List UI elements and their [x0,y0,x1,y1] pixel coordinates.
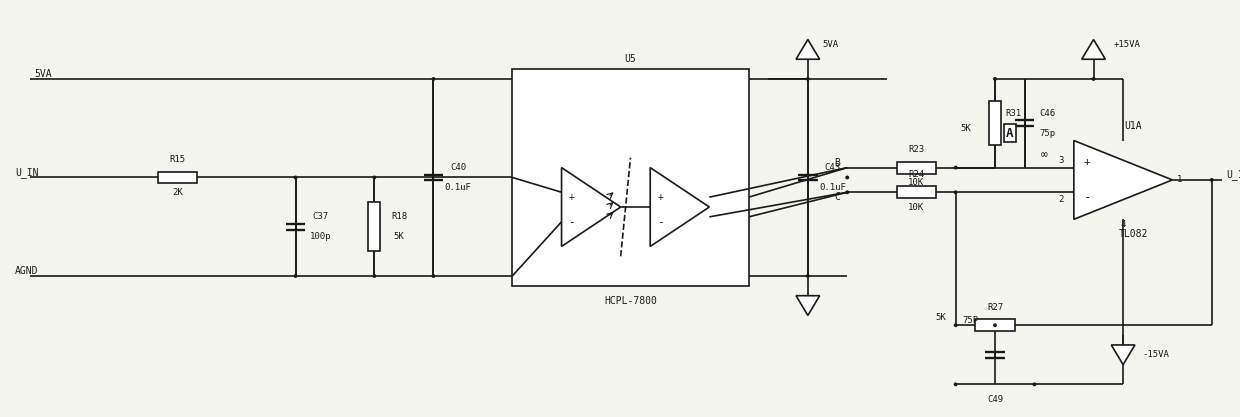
Text: C37: C37 [312,212,329,221]
Text: -15VA: -15VA [1143,350,1169,359]
Circle shape [806,275,808,277]
Circle shape [806,78,808,80]
Text: +: + [1084,157,1090,167]
Text: A: A [1006,127,1013,140]
Circle shape [294,176,296,179]
Circle shape [993,324,996,327]
Polygon shape [1081,40,1105,59]
Text: ∞: ∞ [1040,150,1048,160]
Text: -: - [657,217,663,227]
Text: C49: C49 [987,394,1003,404]
Bar [368,202,381,251]
Text: 3: 3 [1059,156,1064,165]
Text: 0.1uF: 0.1uF [445,183,471,192]
Circle shape [993,78,996,80]
Text: U5: U5 [625,54,636,64]
Text: +: + [657,192,663,202]
Bar [897,162,936,173]
Text: R31: R31 [1004,109,1021,118]
Text: 1: 1 [1177,176,1183,184]
Circle shape [373,275,376,277]
Text: +: + [568,192,574,202]
Text: R15: R15 [170,155,186,164]
Text: 2K: 2K [172,188,182,197]
Text: R23: R23 [908,146,924,154]
Text: -: - [1084,191,1091,204]
Polygon shape [562,168,621,246]
Polygon shape [796,40,820,59]
Text: -: - [568,217,575,227]
Text: TL082: TL082 [1118,229,1148,239]
Text: 10K: 10K [908,178,924,187]
Text: 5VA: 5VA [35,69,52,79]
Text: +15VA: +15VA [1114,40,1140,49]
Text: 5K: 5K [393,232,404,241]
Polygon shape [796,296,820,315]
Text: R27: R27 [987,303,1003,312]
Circle shape [846,176,848,179]
Circle shape [373,176,376,179]
Bar [976,319,1014,331]
Text: 5VA: 5VA [822,40,838,49]
Text: 5K: 5K [935,313,946,322]
Text: C43: C43 [825,163,841,172]
Text: 0.1uF: 0.1uF [820,183,846,192]
Text: 75p: 75p [1039,128,1055,138]
Polygon shape [650,168,709,246]
Text: C46: C46 [1039,109,1055,118]
Circle shape [955,191,957,193]
Text: U_IN: U_IN [15,167,38,178]
Text: U1A: U1A [1125,121,1142,131]
Circle shape [1092,78,1095,80]
Text: AGND: AGND [15,266,38,276]
Text: 10K: 10K [908,203,924,211]
Circle shape [955,383,957,386]
Circle shape [955,324,957,327]
Text: R24: R24 [908,170,924,179]
Polygon shape [1074,141,1172,219]
Text: 2: 2 [1059,195,1064,204]
Text: C40: C40 [450,163,466,172]
Polygon shape [1111,345,1135,364]
Text: U_1: U_1 [1226,170,1240,181]
Circle shape [955,166,957,169]
Text: R18: R18 [391,212,407,221]
Bar [512,69,749,286]
Text: 100p: 100p [310,232,331,241]
Circle shape [846,191,848,193]
Circle shape [433,275,435,277]
Bar [990,101,1001,146]
Text: 4: 4 [1121,220,1126,229]
Bar [157,171,197,183]
Circle shape [1033,383,1035,386]
Text: C: C [835,192,841,202]
Bar [897,186,936,198]
Circle shape [433,78,435,80]
Text: 75P: 75P [962,316,978,325]
Circle shape [294,275,296,277]
Text: HCPL-7800: HCPL-7800 [604,296,657,306]
Text: 5K: 5K [960,124,971,133]
Circle shape [1210,179,1213,181]
Text: B: B [835,158,841,168]
